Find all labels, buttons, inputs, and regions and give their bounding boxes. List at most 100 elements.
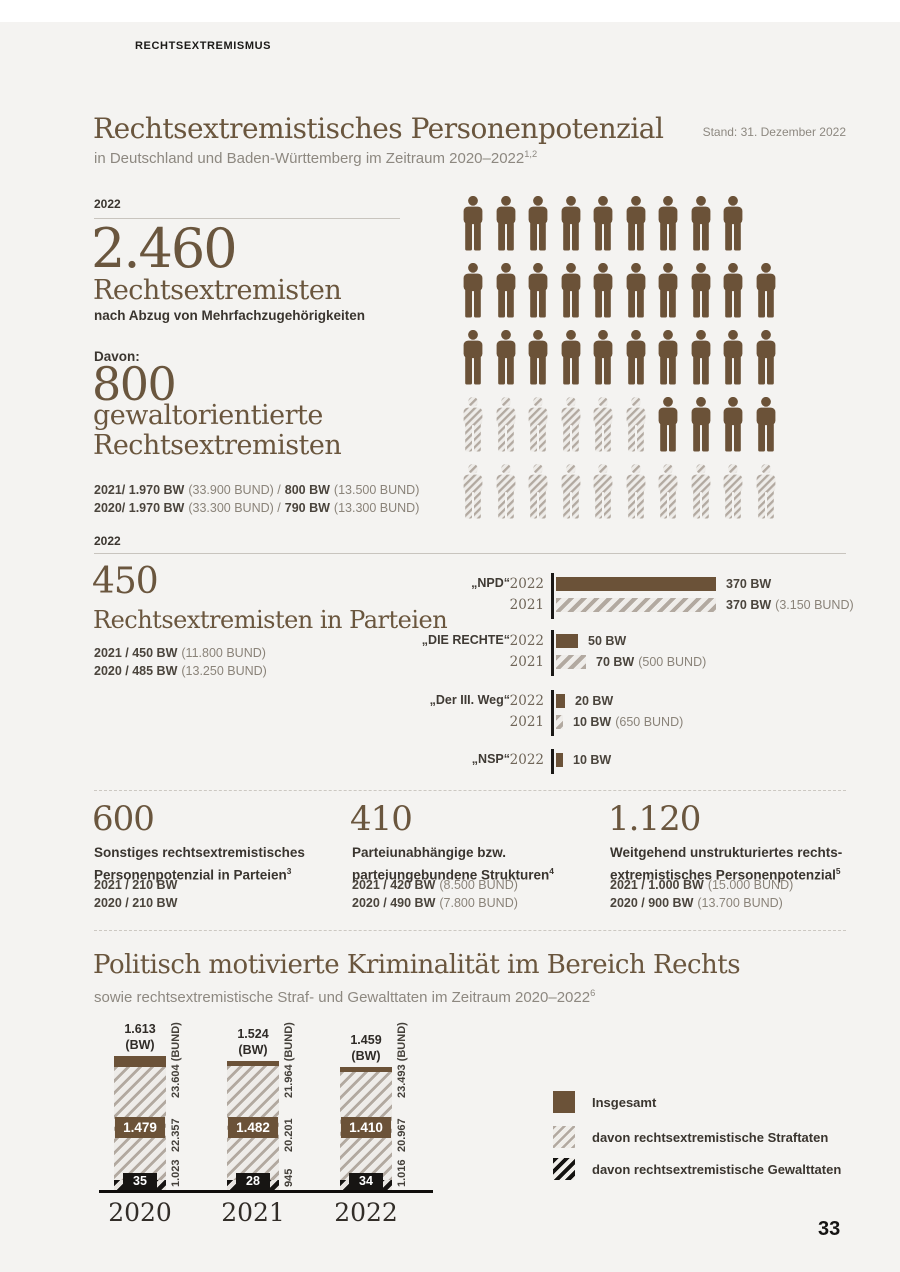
person-icon-solid	[723, 397, 743, 452]
party-bar-value: 370 BW	[726, 577, 775, 591]
party-axis-line	[551, 690, 554, 736]
party-year-label: 2021	[509, 714, 544, 730]
page-top-margin	[0, 0, 900, 22]
deduction-note: nach Abzug von Mehrfachzugehörigkeiten	[94, 308, 366, 323]
year-label-2022-a: 2022	[94, 197, 121, 211]
party-bar-hatched	[556, 655, 586, 669]
crime-subtitle-text: sowie rechtsextremistische Straf- und Ge…	[94, 989, 591, 1006]
potential-stat: 2020 / 490 BW (7.800 BUND)	[352, 896, 522, 910]
party-label: „NPD“	[471, 576, 510, 590]
pictogram-row	[461, 397, 786, 452]
party-year-label: 2021	[509, 597, 544, 613]
parties-number: 450	[92, 561, 159, 602]
potential-desc-line1: Sonstiges rechtsextremistisches	[94, 845, 305, 860]
sub-number-label-1: gewaltorientierte	[93, 400, 323, 431]
party-label: „DIE RECHTE“	[421, 633, 510, 647]
history-2020-gw-bund: (13.300 BUND)	[333, 501, 420, 515]
person-icon-solid	[593, 196, 613, 251]
sub-number: 800	[92, 357, 177, 411]
potential-desc-line2: extremistisches Personenpotenzial5	[610, 866, 841, 883]
crime-bund-total: 23.604 (BUND)	[170, 1022, 182, 1098]
person-icon-hatched	[626, 464, 645, 519]
history-2021-bw: 2021/ 1.970 BW	[94, 483, 185, 497]
crime-year-label: 2022	[334, 1198, 398, 1227]
party-axis-line	[551, 630, 554, 676]
person-icon-hatched	[496, 397, 515, 452]
person-icon-solid	[561, 330, 580, 385]
party-bar-value: 10 BW (650 BUND)	[573, 715, 683, 729]
party-bar-hatched	[556, 598, 716, 612]
person-icon-solid	[723, 263, 743, 318]
crime-subtitle-footnote: 6	[590, 988, 596, 998]
person-icon-hatched	[691, 464, 710, 519]
person-icon-solid	[691, 196, 710, 251]
crime-bund-gewalttaten: 945	[283, 1168, 295, 1187]
pictogram-grid	[461, 196, 786, 531]
potential-stat-bund: (7.800 BUND)	[439, 896, 518, 910]
person-icon-hatched	[723, 464, 743, 519]
party-bar-value: 10 BW	[573, 753, 615, 767]
legend-swatch-solid	[553, 1091, 575, 1113]
sub-number-label-2: Rechtsextremisten	[93, 430, 342, 461]
party-label: „NSP“	[471, 752, 510, 766]
crime-year-label: 2020	[108, 1198, 172, 1227]
crime-year-label: 2021	[221, 1198, 285, 1227]
person-icon-hatched	[626, 397, 645, 452]
person-icon-solid	[756, 263, 775, 318]
section1-subtitle: in Deutschland und Baden-Württemberg im …	[94, 149, 537, 167]
person-icon-hatched	[561, 397, 580, 452]
person-icon-solid	[496, 196, 515, 251]
potential-number: 600	[92, 799, 155, 839]
stand-date: Stand: 31. Dezember 2022	[702, 125, 846, 139]
crime-gewalttaten-value: 35	[123, 1173, 157, 1190]
person-icon-solid	[723, 330, 743, 385]
person-icon-solid	[626, 330, 645, 385]
crime-bund-straftaten: 20.967	[396, 1118, 408, 1152]
potential-stat: 2021 / 420 BW (8.500 BUND)	[352, 878, 522, 892]
person-icon-hatched	[756, 464, 775, 519]
person-icon-solid	[496, 263, 515, 318]
person-icon-solid	[528, 263, 548, 318]
party-value-bw: 10 BW	[573, 715, 612, 729]
crime-straftaten-value: 1.482	[228, 1117, 278, 1138]
party-year-label: 2022	[509, 693, 544, 709]
person-icon-solid	[528, 196, 548, 251]
crime-bund-total: 23.493 (BUND)	[396, 1022, 408, 1098]
pictogram-row	[461, 263, 786, 318]
person-icon-solid	[463, 263, 483, 318]
divider-2	[94, 930, 846, 931]
party-bar-solid	[556, 753, 563, 767]
person-icon-hatched	[528, 397, 548, 452]
potential-stat: 2020 / 900 BW (13.700 BUND)	[610, 896, 787, 910]
person-icon-solid	[463, 330, 483, 385]
potential-stat: 2020 / 210 BW	[94, 896, 181, 910]
pictogram-row	[461, 330, 786, 385]
pictogram-row	[461, 464, 786, 519]
crime-total-line2: (BW)	[238, 1043, 268, 1057]
parties-label: Rechtsextremisten in Parteien	[93, 606, 448, 634]
potential-stat-bw: 2021 / 420 BW	[352, 878, 436, 892]
potential-number: 1.120	[608, 799, 701, 839]
party-year-label: 2022	[509, 752, 544, 768]
person-icon-solid	[626, 196, 645, 251]
potential-desc-line1: Parteiunabhängige bzw.	[352, 845, 507, 860]
person-icon-solid	[528, 330, 548, 385]
person-icon-hatched	[658, 464, 678, 519]
person-icon-hatched	[528, 464, 548, 519]
party-year-label: 2022	[509, 633, 544, 649]
party-axis-line	[551, 749, 554, 774]
potential-stat-bw: 2020 / 900 BW	[610, 896, 694, 910]
history-2020-gw-bw: 790 BW	[284, 501, 330, 515]
person-icon-solid	[593, 330, 613, 385]
party-axis-line	[551, 573, 554, 619]
person-icon-solid	[561, 196, 580, 251]
parties-2020-bw: 2020 / 485 BW	[94, 664, 178, 678]
crime-bund-total: 21.964 (BUND)	[283, 1022, 295, 1098]
parties-history-2020: 2020 / 485 BW (13.250 BUND)	[94, 664, 271, 678]
party-value-bw: 370 BW	[726, 598, 772, 612]
party-label: „Der III. Weg“	[429, 693, 510, 707]
rule-under-year-a	[94, 218, 400, 219]
person-icon-solid	[658, 330, 678, 385]
party-value-bw: 50 BW	[588, 634, 627, 648]
